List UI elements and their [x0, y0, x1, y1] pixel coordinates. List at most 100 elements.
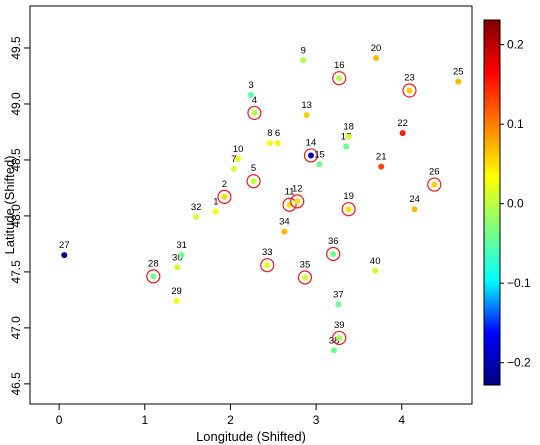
- plot-box: [29, 5, 473, 405]
- point: [230, 165, 237, 172]
- x-tick-label: 4: [398, 413, 405, 427]
- point-label: 9: [301, 45, 306, 56]
- point: [212, 208, 219, 215]
- point: [431, 181, 438, 188]
- point: [373, 55, 380, 62]
- point: [343, 143, 350, 150]
- highlight-ring: [146, 269, 161, 284]
- point-label: 16: [334, 60, 345, 71]
- point: [294, 198, 301, 205]
- point: [251, 109, 258, 116]
- point-label: 4: [252, 95, 257, 106]
- colorbar-tick-label: 0.1: [507, 117, 524, 131]
- point: [266, 140, 273, 147]
- point-label: 28: [148, 258, 159, 269]
- point: [372, 267, 379, 274]
- point: [235, 155, 242, 162]
- point: [303, 112, 310, 119]
- point: [335, 301, 342, 308]
- point-label: 27: [59, 240, 70, 251]
- point-label: 21: [376, 152, 387, 163]
- point: [274, 140, 281, 147]
- point-label: 7: [231, 154, 236, 165]
- point: [250, 178, 257, 185]
- point-label: 24: [409, 194, 420, 205]
- y-tick-label: 46.5: [9, 372, 23, 396]
- y-axis-title: Latitude (Shifted): [2, 155, 17, 254]
- y-tick-label: 48.0: [9, 204, 23, 228]
- point-label: 18: [343, 121, 354, 132]
- point: [248, 92, 254, 99]
- point: [378, 163, 385, 170]
- point: [316, 161, 323, 168]
- point-label: 2: [222, 179, 227, 190]
- point-label: 40: [370, 256, 381, 267]
- highlight-ring: [282, 197, 297, 212]
- point-label: 8: [267, 128, 272, 139]
- point-label: 30: [172, 252, 183, 263]
- point-label: 26: [429, 167, 440, 178]
- point: [300, 57, 307, 64]
- point: [345, 133, 352, 140]
- point: [61, 252, 68, 259]
- y-tick-label: 49.5: [9, 36, 23, 60]
- y-tick-label: 49.0: [9, 92, 23, 116]
- point-label: 34: [279, 217, 290, 228]
- highlight-ring: [402, 83, 417, 98]
- point: [336, 75, 343, 82]
- point: [399, 130, 406, 137]
- point: [281, 228, 288, 235]
- highlight-ring: [332, 330, 347, 346]
- point-label: 10: [233, 144, 244, 155]
- colorbar: [483, 19, 501, 386]
- point: [150, 273, 157, 280]
- point: [345, 206, 352, 213]
- point: [307, 152, 314, 159]
- point-label: 12: [292, 183, 303, 194]
- point: [221, 193, 228, 200]
- point-label: 22: [397, 118, 408, 129]
- colorbar-tick-label: −0.2: [507, 356, 531, 370]
- point-label: 1: [213, 196, 218, 207]
- point-label: 36: [328, 236, 339, 247]
- point: [330, 250, 337, 257]
- point: [331, 347, 338, 354]
- point-label: 32: [191, 202, 202, 213]
- point-label: 35: [300, 259, 311, 270]
- point: [174, 264, 181, 271]
- point-label: 19: [343, 191, 354, 202]
- point: [173, 298, 180, 305]
- highlight-ring: [297, 270, 313, 285]
- point-label: 31: [176, 240, 187, 251]
- x-axis-title: Longitude (Shifted): [196, 429, 306, 444]
- highlight-ring: [217, 189, 232, 204]
- highlight-ring: [341, 202, 356, 217]
- point-label: 39: [334, 320, 345, 331]
- y-tick-label: 47.0: [9, 316, 23, 340]
- point: [455, 78, 462, 85]
- highlight-ring: [303, 148, 319, 163]
- point: [411, 206, 418, 213]
- highlight-ring: [326, 246, 341, 262]
- highlight-ring: [427, 177, 442, 192]
- point-label: 6: [275, 128, 280, 139]
- highlight-ring: [332, 71, 347, 86]
- point: [406, 87, 413, 94]
- x-tick-label: 0: [56, 413, 63, 427]
- point-label: 38: [329, 335, 340, 346]
- point-label: 37: [333, 289, 344, 300]
- y-tick-label: 47.5: [9, 260, 23, 284]
- point-label: 25: [453, 67, 464, 78]
- point: [178, 252, 185, 259]
- point-label: 11: [285, 187, 295, 198]
- x-tick-label: 2: [227, 413, 234, 427]
- highlight-ring: [246, 174, 261, 189]
- point-label: 5: [251, 163, 256, 174]
- highlight-ring: [247, 105, 262, 121]
- x-tick-label: 3: [313, 413, 320, 427]
- colorbar-tick-label: 0.0: [507, 197, 524, 211]
- y-tick-label: 48.5: [9, 148, 23, 172]
- point-label: 14: [306, 137, 317, 148]
- point: [193, 214, 200, 221]
